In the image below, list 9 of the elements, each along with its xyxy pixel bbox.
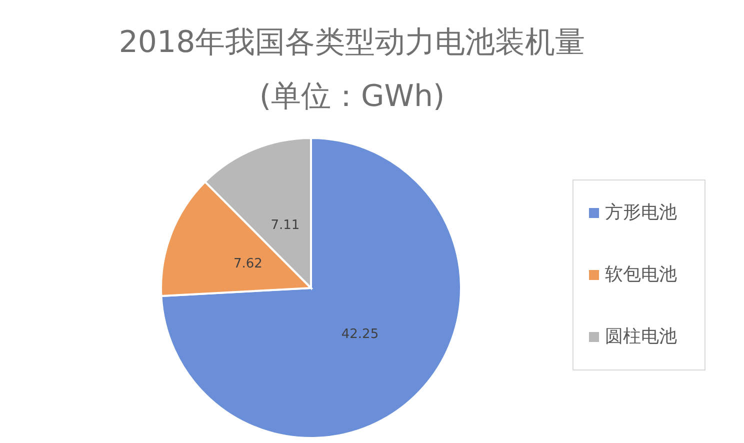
data-label: 7.11	[270, 218, 300, 234]
legend-label: 软包电池	[605, 264, 677, 285]
data-label: 7.62	[234, 256, 262, 272]
legend-label: 圆柱电池	[605, 326, 677, 347]
pie-slice	[160, 137, 462, 439]
chart-title: 2018年我国各类型动力电池装机量	[118, 25, 586, 60]
chart-subtitle: (单位：GWh)	[259, 79, 445, 114]
data-label: 42.25	[341, 326, 379, 342]
legend-label: 方形电池	[605, 202, 677, 223]
